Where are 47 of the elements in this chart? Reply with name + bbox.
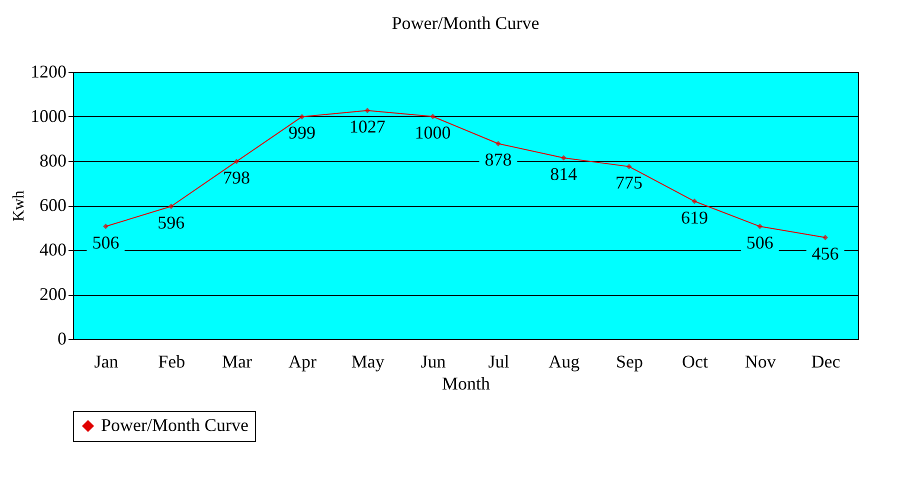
legend-label: Power/Month Curve <box>101 415 248 435</box>
point <box>757 224 763 230</box>
point <box>495 140 501 146</box>
point <box>430 114 436 120</box>
point <box>626 164 632 170</box>
x-tick-label: Nov <box>744 352 776 372</box>
data-label: 506 <box>92 232 120 252</box>
y-tick-label: 1200 <box>30 62 66 82</box>
point <box>299 114 305 120</box>
data-label: 596 <box>158 212 185 232</box>
x-tick-label: Dec <box>811 352 840 372</box>
data-label: 619 <box>680 207 708 228</box>
y-tick-label: 400 <box>40 240 66 260</box>
data-label: 775 <box>616 172 643 193</box>
data-label: 814 <box>550 164 578 184</box>
y-tick-label: 200 <box>40 284 66 304</box>
y-axis-title: Kwh <box>10 190 28 222</box>
point <box>692 198 698 204</box>
point <box>234 158 240 164</box>
x-tick-label: Jun <box>420 352 446 372</box>
chart-title: Power/Month Curve <box>392 13 540 33</box>
x-axis-title: Month <box>442 374 490 394</box>
x-tick-label: Sep <box>616 352 644 372</box>
x-tick-label: Feb <box>158 352 186 372</box>
y-tick-label: 800 <box>40 150 66 170</box>
data-label: 878 <box>484 150 512 170</box>
data-label: 1027 <box>349 116 386 136</box>
x-tick-label: Mar <box>222 352 252 372</box>
y-tick-label: 0 <box>58 328 66 348</box>
data-label: 1000 <box>414 122 451 142</box>
point <box>102 224 108 230</box>
point <box>168 204 174 210</box>
x-tick-label: Jul <box>488 352 510 372</box>
x-tick-label: Aug <box>548 352 580 372</box>
y-tick-label: 600 <box>40 195 66 215</box>
x-tick-label: May <box>351 352 384 372</box>
point <box>364 108 370 114</box>
point <box>822 234 828 240</box>
data-label: 999 <box>288 122 316 143</box>
x-tick-label: Oct <box>682 352 708 372</box>
data-label: 456 <box>812 244 839 264</box>
x-tick-label: Jan <box>94 352 118 372</box>
data-label: 506 <box>746 232 774 252</box>
data-label: 798 <box>223 167 250 188</box>
point <box>560 155 566 161</box>
x-tick-label: Apr <box>288 352 316 372</box>
y-tick-label: 1000 <box>30 106 66 126</box>
